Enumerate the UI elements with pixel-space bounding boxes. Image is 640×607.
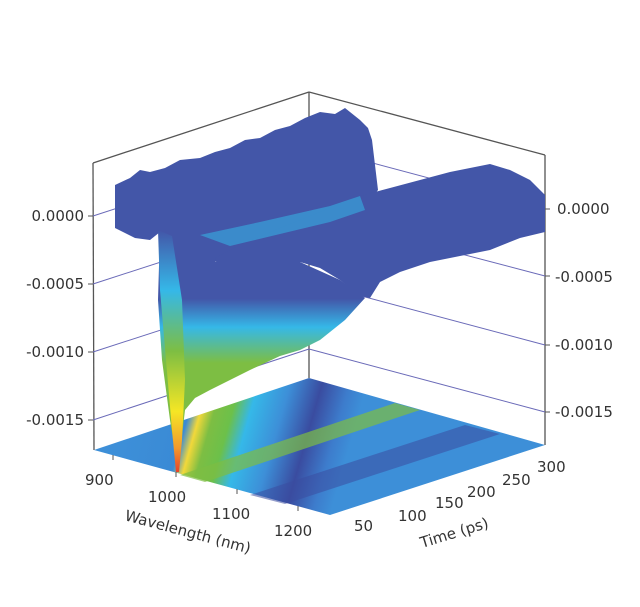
x-tick-900: 900 bbox=[85, 471, 114, 489]
y-tick-50: 50 bbox=[354, 517, 373, 535]
z-tick-right-1: -0.0005 bbox=[555, 268, 613, 286]
z-tick-right-2: -0.0010 bbox=[555, 336, 613, 354]
left-wall-top-edge bbox=[92, 91, 310, 164]
x-tick-1100: 1100 bbox=[212, 505, 250, 523]
x-tick-1000: 1000 bbox=[148, 488, 186, 506]
y-axis-title: Time (ps) bbox=[417, 514, 491, 552]
surface-sharp-peak bbox=[158, 230, 185, 472]
surface-plateau-front bbox=[215, 164, 545, 298]
floor-dark-band bbox=[250, 425, 500, 504]
y-tick-100: 100 bbox=[398, 507, 427, 525]
right-z-ticks bbox=[545, 208, 550, 413]
surface-ridge-highlight bbox=[200, 196, 365, 246]
z-tick-right-3: -0.0015 bbox=[555, 403, 613, 421]
y-tick-150: 150 bbox=[435, 494, 464, 512]
floor-edges bbox=[112, 455, 299, 511]
y-tick-200: 200 bbox=[467, 483, 496, 501]
floor-green-band bbox=[180, 403, 420, 482]
left-vertical-edge bbox=[92, 162, 95, 451]
z-tick-left-0: 0.0000 bbox=[32, 207, 85, 225]
y-tick-250: 250 bbox=[502, 471, 531, 489]
z-tick-left-2: -0.0010 bbox=[26, 343, 84, 361]
surface-plateau-back bbox=[115, 108, 378, 265]
z-tick-right-0: 0.0000 bbox=[557, 200, 610, 218]
z-tick-left-3: -0.0015 bbox=[26, 411, 84, 429]
z-tick-left-1: -0.0005 bbox=[26, 275, 84, 293]
surface-negative-band bbox=[158, 232, 365, 470]
left-z-ticks bbox=[88, 215, 93, 421]
right-wall-top-edge bbox=[308, 91, 546, 156]
x-tick-1200: 1200 bbox=[274, 522, 312, 540]
y-tick-300: 300 bbox=[537, 458, 566, 476]
